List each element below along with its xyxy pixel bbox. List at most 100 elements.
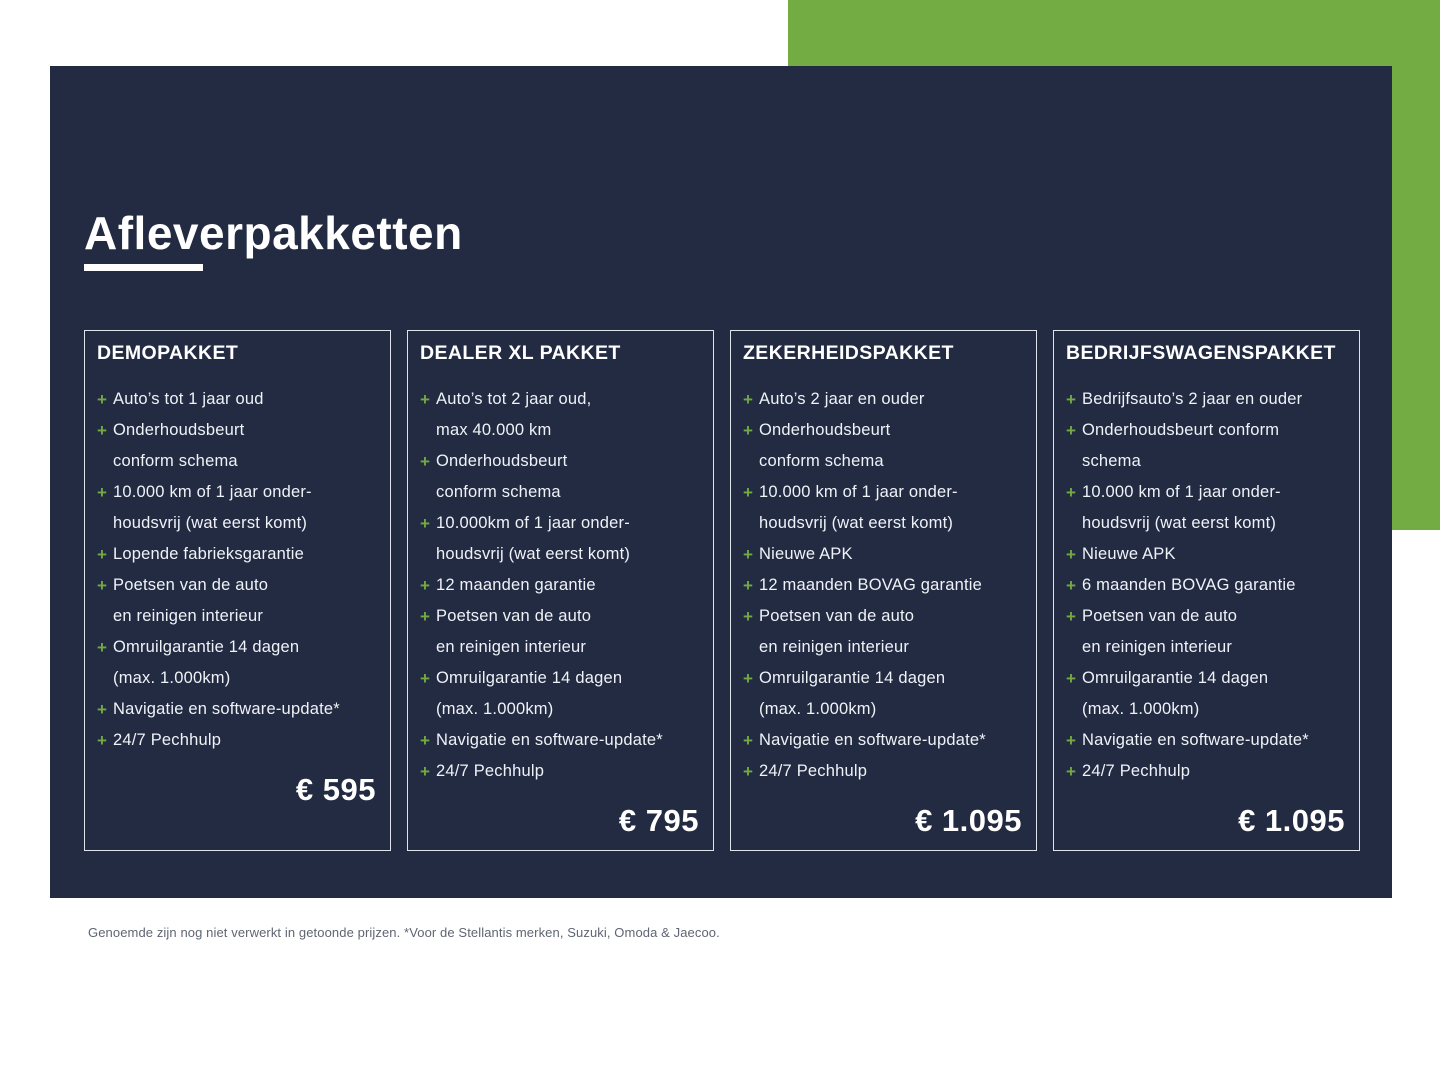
feature-item: + Auto’s 2 jaar en ouder bbox=[743, 384, 1022, 415]
package-price: € 1.095 bbox=[915, 803, 1022, 838]
plus-icon: + bbox=[97, 545, 107, 564]
feature-item: +24/7 Pechhulp bbox=[743, 756, 1022, 787]
feature-text: 6 maanden BOVAG garantie bbox=[1082, 576, 1296, 594]
feature-text: 24/7 Pechhulp bbox=[759, 762, 868, 780]
plus-icon: + bbox=[420, 452, 430, 471]
plus-icon: + bbox=[1066, 669, 1076, 688]
feature-text: Poetsen van de auto en reinigen interieu… bbox=[113, 576, 269, 625]
plus-icon: + bbox=[743, 545, 753, 564]
feature-text: 24/7 Pechhulp bbox=[113, 731, 222, 749]
plus-icon: + bbox=[97, 638, 107, 657]
plus-icon: + bbox=[743, 576, 753, 595]
plus-icon: + bbox=[420, 731, 430, 750]
plus-icon: + bbox=[743, 390, 753, 409]
plus-icon: + bbox=[97, 576, 107, 595]
feature-text: Bedrijfsauto’s 2 jaar en ouder bbox=[1082, 390, 1303, 408]
package-cards-row: DEMOPAKKET + Auto’s tot 1 jaar oud + Onder… bbox=[84, 330, 1360, 851]
page-title: Afleverpakketten bbox=[84, 207, 463, 259]
feature-text: 12 maanden BOVAG garantie bbox=[759, 576, 982, 594]
feature-text: Omruilgarantie 14 dagen (max. 1.000km) bbox=[113, 638, 300, 687]
feature-text: Poetsen van de auto en reinigen interieu… bbox=[436, 607, 592, 656]
feature-item: + Bedrijfsauto’s 2 jaar en ouder bbox=[1066, 384, 1345, 415]
plus-icon: + bbox=[97, 700, 107, 719]
feature-text: Lopende fabrieksgarantie bbox=[113, 545, 305, 563]
package-card-demopakket: DEMOPAKKET + Auto’s tot 1 jaar oud + Onder… bbox=[84, 330, 391, 851]
feature-text: Navigatie en software-update* bbox=[436, 731, 663, 749]
feature-item: +10.000 km of 1 jaar onder- houdsvrij (w… bbox=[1066, 477, 1345, 539]
plus-icon: + bbox=[1066, 390, 1076, 409]
feature-item: +24/7 Pechhulp bbox=[97, 725, 376, 756]
title-underline-bar bbox=[84, 264, 203, 271]
feature-item: + Onderhoudsbeurt conform schema bbox=[1066, 415, 1345, 477]
feature-item: + Navigatie en software-update* bbox=[420, 725, 699, 756]
feature-item: +10.000km of 1 jaar onder- houdsvrij (wa… bbox=[420, 508, 699, 570]
package-price: € 1.095 bbox=[1238, 803, 1345, 838]
feature-text: Onderhoudsbeurt conform schema bbox=[1082, 421, 1280, 470]
package-card-bedrijfswagenspakket: BEDRIJFSWAGENSPAKKET + Bedrijfsauto’s 2 j… bbox=[1053, 330, 1360, 851]
feature-item: + Nieuwe APK bbox=[743, 539, 1022, 570]
feature-list: + Auto’s tot 2 jaar oud, max 40.000 km + O… bbox=[420, 384, 699, 787]
plus-icon: + bbox=[743, 607, 753, 626]
feature-item: + Onderhoudsbeurt conform schema bbox=[420, 446, 699, 508]
package-price: € 595 bbox=[295, 772, 376, 807]
package-title: DEMOPAKKET bbox=[97, 342, 239, 364]
feature-item: + Onderhoudsbeurt conform schema bbox=[743, 415, 1022, 477]
plus-icon: + bbox=[420, 390, 430, 409]
feature-text: Omruilgarantie 14 dagen (max. 1.000km) bbox=[1082, 669, 1269, 718]
feature-text: Nieuwe APK bbox=[759, 545, 853, 563]
feature-text: 10.000 km of 1 jaar onder- houdsvrij (wa… bbox=[759, 483, 958, 532]
feature-text: Omruilgarantie 14 dagen (max. 1.000km) bbox=[759, 669, 946, 718]
feature-item: +6 maanden BOVAG garantie bbox=[1066, 570, 1345, 601]
feature-text: Onderhoudsbeurt conform schema bbox=[113, 421, 245, 470]
feature-text: Navigatie en software-update* bbox=[113, 700, 340, 718]
feature-item: + Poetsen van de auto en reinigen interie… bbox=[97, 570, 376, 632]
feature-item: +10.000 km of 1 jaar onder- houdsvrij (w… bbox=[97, 477, 376, 539]
feature-text: Auto’s 2 jaar en ouder bbox=[759, 390, 925, 408]
feature-text: Onderhoudsbeurt conform schema bbox=[759, 421, 891, 470]
feature-list: + Auto’s 2 jaar en ouder + Onderhoudsbeurt… bbox=[743, 384, 1022, 787]
plus-icon: + bbox=[97, 483, 107, 502]
feature-item: +24/7 Pechhulp bbox=[1066, 756, 1345, 787]
feature-list: + Auto’s tot 1 jaar oud + Onderhoudsbeurt … bbox=[97, 384, 376, 756]
plus-icon: + bbox=[1066, 421, 1076, 440]
feature-text: Navigatie en software-update* bbox=[1082, 731, 1309, 749]
plus-icon: + bbox=[1066, 576, 1076, 595]
packages-panel: Afleverpakketten DEMOPAKKET + Auto’s tot … bbox=[50, 66, 1392, 898]
plus-icon: + bbox=[1066, 762, 1076, 781]
footnote: Genoemde zijn nog niet verwerkt in getoo… bbox=[88, 925, 720, 940]
plus-icon: + bbox=[97, 421, 107, 440]
plus-icon: + bbox=[743, 483, 753, 502]
feature-text: Nieuwe APK bbox=[1082, 545, 1176, 563]
feature-item: + Poetsen van de auto en reinigen interie… bbox=[1066, 601, 1345, 663]
feature-item: + Omruilgarantie 14 dagen (max. 1.000km) bbox=[97, 632, 376, 694]
package-price: € 795 bbox=[618, 803, 699, 838]
feature-item: +10.000 km of 1 jaar onder- houdsvrij (w… bbox=[743, 477, 1022, 539]
feature-item: + Auto’s tot 2 jaar oud, max 40.000 km bbox=[420, 384, 699, 446]
feature-item: + Lopende fabrieksgarantie bbox=[97, 539, 376, 570]
feature-item: +12 maanden BOVAG garantie bbox=[743, 570, 1022, 601]
plus-icon: + bbox=[420, 607, 430, 626]
feature-item: + Omruilgarantie 14 dagen (max. 1.000km) bbox=[1066, 663, 1345, 725]
plus-icon: + bbox=[743, 669, 753, 688]
feature-item: + Onderhoudsbeurt conform schema bbox=[97, 415, 376, 477]
plus-icon: + bbox=[1066, 731, 1076, 750]
feature-text: Poetsen van de auto en reinigen interieu… bbox=[1082, 607, 1238, 656]
feature-item: + Omruilgarantie 14 dagen (max. 1.000km) bbox=[743, 663, 1022, 725]
plus-icon: + bbox=[743, 421, 753, 440]
feature-text: Poetsen van de auto en reinigen interieu… bbox=[759, 607, 915, 656]
package-title: DEALER XL PAKKET bbox=[420, 342, 621, 364]
feature-list: + Bedrijfsauto’s 2 jaar en ouder + Onderho… bbox=[1066, 384, 1345, 787]
feature-item: + Auto’s tot 1 jaar oud bbox=[97, 384, 376, 415]
feature-item: + Navigatie en software-update* bbox=[743, 725, 1022, 756]
feature-item: +12 maanden garantie bbox=[420, 570, 699, 601]
feature-item: + Poetsen van de auto en reinigen interie… bbox=[743, 601, 1022, 663]
plus-icon: + bbox=[97, 731, 107, 750]
plus-icon: + bbox=[420, 576, 430, 595]
feature-text: Onderhoudsbeurt conform schema bbox=[436, 452, 568, 501]
plus-icon: + bbox=[97, 390, 107, 409]
feature-text: 10.000 km of 1 jaar onder- houdsvrij (wa… bbox=[113, 483, 312, 532]
feature-text: 10.000km of 1 jaar onder- houdsvrij (wat… bbox=[436, 514, 631, 563]
feature-item: + Navigatie en software-update* bbox=[1066, 725, 1345, 756]
feature-item: + Nieuwe APK bbox=[1066, 539, 1345, 570]
plus-icon: + bbox=[743, 762, 753, 781]
